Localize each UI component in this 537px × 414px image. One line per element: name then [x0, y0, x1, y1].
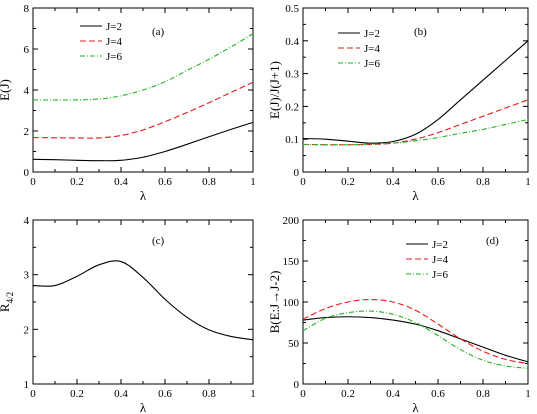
panel-2: 0 0.2 0.4 0.6 0.8 1 1 2 3 4 λ R4/2 (c) — [0, 215, 256, 414]
panel-tag: (c) — [152, 235, 165, 247]
x-tick-label: 0.6 — [431, 176, 445, 188]
y-axis-label: E(J)/J(J+1) — [267, 61, 282, 119]
x-tick-label: 0.6 — [158, 388, 172, 400]
x-tick-label: 1 — [250, 176, 256, 188]
legend-label: J=4 — [364, 43, 380, 55]
y-axis-label-sub: 4/2 — [5, 292, 15, 304]
legend-label: J=2 — [106, 21, 122, 33]
y-axis-label: B(E:J→J-2) — [267, 271, 282, 334]
y-tick-label: 0.5 — [285, 3, 299, 15]
series-line-0 — [32, 260, 254, 341]
y-tick-label: 100 — [283, 297, 300, 309]
legend-label: J=6 — [432, 269, 448, 281]
series-line-0 — [32, 121, 254, 162]
x-tick-label: 0.8 — [476, 388, 490, 400]
y-tick-label: 50 — [288, 338, 300, 350]
y-tick-label: 0.1 — [285, 134, 299, 146]
panel-tag: (d) — [486, 235, 499, 247]
y-tick-label: 0.2 — [285, 101, 299, 113]
y-tick-label: 0 — [294, 379, 300, 391]
legend-label: J=4 — [106, 36, 122, 48]
y-tick-label: 4 — [24, 215, 30, 227]
y-tick-label: 1 — [24, 379, 30, 391]
x-tick-label: 0.4 — [386, 388, 400, 400]
panel-0: 0 0.2 0.4 0.6 0.8 1 0 2 4 6 8 λ E(J) (a) J=2 J=4 J=6 — [0, 3, 256, 203]
x-tick-label: 0.2 — [341, 176, 355, 188]
y-tick-label: 0.4 — [285, 36, 299, 48]
x-tick-label: 0.4 — [386, 176, 400, 188]
series-line-1 — [302, 99, 529, 146]
x-tick-label: 1 — [525, 176, 531, 188]
legend-label: J=4 — [432, 254, 448, 266]
y-tick-label: 200 — [283, 215, 300, 227]
x-axis-label: λ — [140, 188, 147, 203]
x-tick-label: 0.8 — [202, 388, 216, 400]
y-tick-label: 0 — [24, 167, 30, 179]
panel-3: 0 0.2 0.4 0.6 0.8 1 0 50 100 150 200 λ B(E:J→J-2) (d)… — [267, 215, 531, 414]
x-tick-label: 0 — [300, 176, 306, 188]
panel-tag: (a) — [152, 26, 165, 38]
x-axis-label: λ — [412, 188, 419, 203]
x-axis-label: λ — [412, 400, 419, 414]
y-tick-label: 0.3 — [285, 69, 299, 81]
series-line-0 — [302, 316, 529, 363]
x-tick-label: 0 — [30, 176, 36, 188]
y-tick-label: 2 — [24, 324, 30, 336]
panel-1: 0 0.2 0.4 0.6 0.8 1 0 0.1 0.2 0.3 0.4 0.5 λ E(J)/J(J+… — [267, 3, 531, 203]
y-tick-label: 6 — [24, 44, 30, 56]
x-tick-label: 1 — [525, 388, 531, 400]
legend-label: J=6 — [364, 58, 380, 70]
y-tick-label: 0 — [294, 167, 300, 179]
y-tick-label: 2 — [24, 126, 30, 138]
y-tick-label: 4 — [24, 85, 30, 97]
x-tick-label: 0.2 — [70, 176, 84, 188]
x-tick-label: 1 — [250, 388, 256, 400]
x-tick-label: 0.4 — [114, 176, 128, 188]
series-line-2 — [302, 118, 529, 146]
x-tick-label: 0 — [30, 388, 36, 400]
series-line-2 — [302, 310, 529, 369]
x-tick-label: 0.6 — [431, 388, 445, 400]
x-tick-label: 0.2 — [341, 388, 355, 400]
y-axis-label: R4/2 — [0, 292, 15, 312]
legend-label: J=2 — [364, 28, 380, 40]
x-tick-label: 0.8 — [476, 176, 490, 188]
series-line-1 — [32, 81, 254, 139]
y-axis-label-main: R — [0, 303, 12, 312]
legend-label: J=6 — [106, 51, 122, 63]
plot-frame — [32, 219, 254, 385]
series-line-0 — [302, 40, 529, 144]
y-tick-label: 3 — [24, 270, 30, 282]
x-tick-label: 0.2 — [70, 388, 84, 400]
series-line-1 — [302, 298, 529, 365]
x-axis-label: λ — [140, 400, 147, 414]
y-axis-label: E(J) — [0, 79, 12, 101]
series-line-2 — [32, 33, 254, 101]
y-tick-label: 150 — [283, 256, 300, 268]
x-tick-label: 0 — [300, 388, 306, 400]
panel-tag: (b) — [414, 26, 427, 38]
x-tick-label: 0.6 — [158, 176, 172, 188]
x-tick-label: 0.4 — [114, 388, 128, 400]
x-tick-label: 0.8 — [202, 176, 216, 188]
legend-label: J=2 — [432, 239, 448, 251]
y-tick-label: 8 — [24, 3, 30, 15]
